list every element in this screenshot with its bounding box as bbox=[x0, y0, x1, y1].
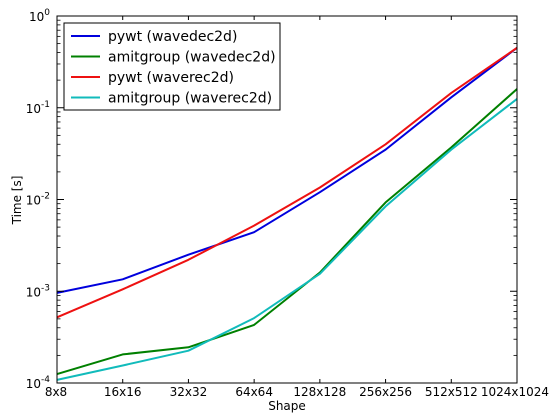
x-tick-label: 16x16 bbox=[104, 385, 142, 399]
legend-label: pywt (waverec2d) bbox=[108, 70, 234, 86]
legend-box bbox=[63, 22, 281, 111]
x-tick-label: 1024x1024 bbox=[481, 385, 549, 399]
x-tick-label: 32x32 bbox=[170, 385, 208, 399]
x-tick-label: 512x512 bbox=[425, 385, 478, 399]
series-line-3 bbox=[56, 46, 518, 319]
ticks-layer bbox=[56, 15, 518, 384]
x-axis-label: Shape bbox=[268, 399, 306, 413]
x-tick-label: 8x8 bbox=[45, 385, 67, 399]
tick-labels-layer: 8x8 16x16 32x32 64x64 128x128 256x256 512x512 1… bbox=[26, 8, 549, 399]
series-layer bbox=[56, 46, 518, 381]
legend-label: amitgroup (wavedec2d) bbox=[108, 50, 276, 66]
y-tick-label: 10-3 bbox=[26, 283, 50, 299]
x-tick-label: 256x256 bbox=[359, 385, 412, 399]
legend-label: pywt (wavedec2d) bbox=[108, 29, 237, 45]
series-line-4 bbox=[56, 98, 518, 381]
y-tick-label: 10-2 bbox=[26, 192, 50, 208]
legend-label: amitgroup (waverec2d) bbox=[108, 91, 272, 107]
y-tick-label: 100 bbox=[29, 8, 50, 24]
x-tick-label: 128x128 bbox=[293, 385, 346, 399]
series-line-1 bbox=[56, 47, 518, 294]
x-tick-label: 64x64 bbox=[235, 385, 273, 399]
legend: pywt (wavedec2d) amitgroup (wavedec2d) pyw… bbox=[63, 22, 281, 111]
y-tick-label: 10-4 bbox=[26, 375, 51, 391]
y-tick-label: 10-1 bbox=[26, 100, 50, 116]
y-axis-label: Time [s] bbox=[10, 176, 24, 226]
series-line-2 bbox=[56, 88, 518, 376]
